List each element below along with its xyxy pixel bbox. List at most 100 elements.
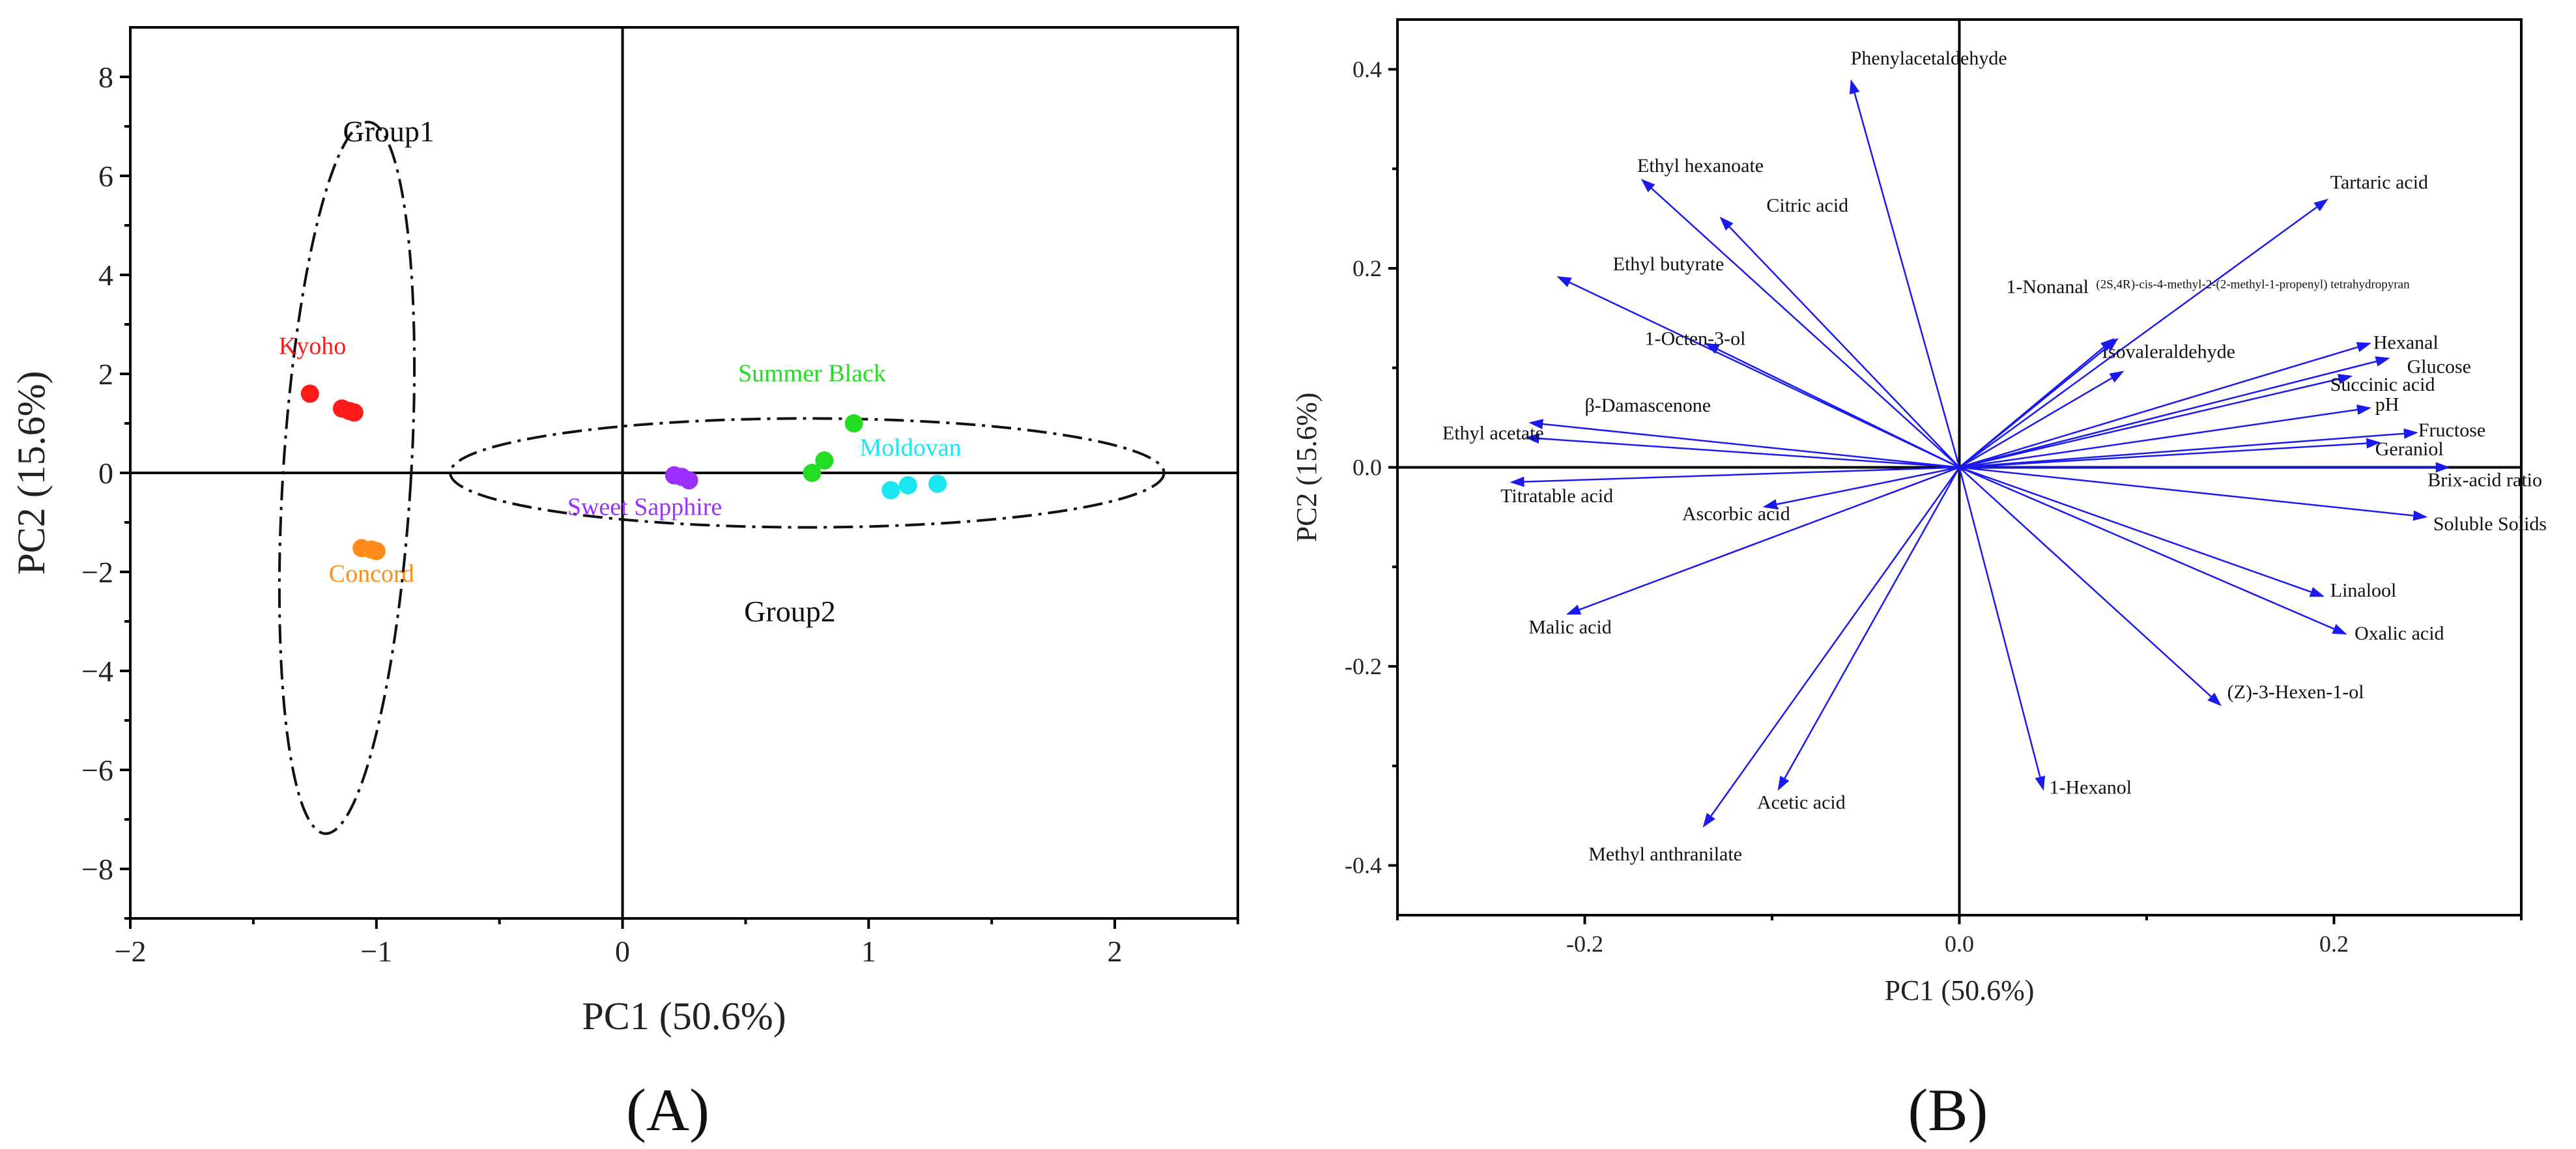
panel-label-a: (A) — [626, 1077, 709, 1143]
loading-19-label: Fructose — [2418, 419, 2485, 441]
loading-10-arrow-head — [1702, 812, 1715, 828]
loading-11-arrow — [1784, 466, 1960, 779]
loading-12-arrow-head — [2035, 775, 2046, 791]
loading-9-arrow-head — [1566, 604, 1582, 615]
loading-2-arrow-head — [1719, 216, 1734, 231]
x-tick-label-a: −1 — [360, 935, 392, 968]
loading-18-arrow — [1959, 442, 2367, 468]
loading-4-label: 1-Octen-3-ol — [1645, 328, 1746, 350]
loading-3-label: Ethyl butyrate — [1613, 253, 1724, 275]
loading-13-arrow — [1958, 466, 2212, 698]
loading-7-arrow-head — [1510, 476, 1524, 487]
x-axis-title-b: PC1 (50.6%) — [1885, 974, 2035, 1006]
loading-18-arrow-head — [2366, 438, 2381, 449]
loading-12-label: 1-Hexanol — [2050, 777, 2132, 799]
loading-23-label: Hexanal — [2373, 332, 2439, 354]
y-tick-label-a: 6 — [98, 160, 113, 193]
point-kyoho — [300, 384, 319, 403]
y-tick-label-b: -0.4 — [1345, 853, 1382, 879]
loading-22-arrow — [1959, 360, 2377, 468]
loading-19-arrow — [1959, 433, 2405, 468]
loading-1-label: Ethyl hexanoate — [1637, 155, 1764, 177]
cultivar-label-concord: Concord — [329, 560, 414, 588]
loading-11-arrow-head — [1777, 775, 1790, 791]
cultivar-label-moldovan: Moldovan — [859, 434, 961, 461]
x-tick-label-b: 0.2 — [2319, 931, 2349, 957]
x-tick-label-a: 1 — [861, 935, 876, 968]
loading-0-arrow — [1853, 92, 1960, 468]
x-axis-title-a: PC1 (50.6%) — [582, 995, 786, 1038]
cultivar-label-summer-black: Summer Black — [738, 360, 886, 387]
loading-16-arrow-head — [2412, 510, 2428, 521]
loading-21-label: Succinic acid — [2330, 374, 2435, 395]
loading-4-arrow-head — [1704, 343, 1720, 354]
point-summer-black — [815, 451, 834, 470]
y-tick-label-b: 0.0 — [1352, 455, 1382, 481]
loading-1-arrow-head — [1640, 178, 1655, 193]
y-tick-label-a: 0 — [98, 457, 113, 490]
loading-7-label: Titratable acid — [1500, 485, 1613, 507]
panel-label-b: (B) — [1908, 1077, 1988, 1143]
loading-17-arrow-head — [2435, 462, 2450, 473]
y-tick-label-a: −8 — [81, 853, 113, 886]
loading-21-arrow — [1959, 378, 2340, 468]
loading-0-arrow-head — [1849, 79, 1860, 95]
loading-24-arrow-head — [2313, 199, 2328, 212]
point-summer-black — [803, 464, 822, 482]
loading-18-label: Geraniol — [2375, 438, 2444, 460]
point-concord — [367, 542, 386, 561]
loading-8-arrow-head — [1762, 499, 1778, 510]
point-moldovan — [928, 474, 947, 493]
loading-25-arrow-head — [2109, 371, 2125, 383]
loading-23-arrow-head — [2356, 342, 2371, 352]
loading-7-arrow — [1524, 466, 1960, 483]
loading-14-arrow — [1959, 466, 2334, 630]
point-summer-black — [844, 414, 863, 433]
group-label-1: Group1 — [343, 115, 435, 148]
loading-26-arrow-head — [2104, 337, 2119, 351]
y-tick-label-a: −6 — [81, 754, 113, 787]
loading-4-arrow — [1717, 348, 1960, 468]
loading-11-label: Acetic acid — [1757, 792, 1846, 814]
loading-0-label: Phenylacetaldehyde — [1851, 48, 2007, 69]
loading-21-arrow-head — [2338, 374, 2353, 384]
loading-14-label: Oxalic acid — [2354, 623, 2444, 644]
loading-16-arrow — [1959, 466, 2414, 517]
loading-23-arrow — [1959, 346, 2358, 468]
loading-9-label: Malic acid — [1528, 617, 1611, 638]
group-label-2: Group2 — [744, 595, 836, 628]
loading-12-arrow — [1958, 467, 2041, 778]
y-tick-label-a: −4 — [81, 655, 113, 688]
x-tick-label-b: 0.0 — [1945, 931, 1974, 957]
loading-6-arrow-head — [1524, 433, 1539, 444]
loading-27-arrow — [1958, 347, 2105, 468]
loading-22-label: Glucose — [2407, 356, 2471, 377]
group-ellipse-2 — [449, 417, 1166, 529]
loading-5-label: β-Damascenone — [1585, 395, 1711, 416]
loading-3-arrow-head — [1556, 276, 1572, 287]
loading-24-label: Tartaric acid — [2330, 172, 2428, 193]
loading-6-arrow — [1539, 437, 1960, 468]
panel-b-biplot: -0.2 0.0 0.2 -0.4 -0.2 0.0 0.2 0.4 PC1 (50.6%) PC… — [1291, 18, 2547, 1006]
loading-6-label: Ethyl acetate — [1442, 423, 1544, 444]
panel-a-scatter: −2 −1 0 1 2 −8 −6 −4 −2 0 2 4 6 8 PC1 (50.6%) PC2 (15.6… — [10, 26, 1239, 1038]
loading-2-label: Citric acid — [1766, 195, 1848, 216]
loading-5-arrow-head — [1528, 419, 1543, 429]
y-axis-title-b: PC2 (15.6%) — [1291, 393, 1323, 543]
loading-20-label: pH — [2375, 393, 2399, 415]
point-sweet-sapphire — [680, 471, 698, 490]
y-tick-label-a: −2 — [81, 556, 113, 589]
loading-2-arrow — [1728, 226, 1960, 468]
loading-24-arrow — [1958, 206, 2317, 468]
loading-8-arrow — [1776, 466, 1960, 505]
loading-15-arrow-head — [2309, 587, 2325, 597]
loading-1-arrow — [1651, 188, 1960, 468]
loading-27-arrow-head — [2100, 337, 2115, 352]
y-tick-label-a: 2 — [98, 358, 113, 391]
loading-16-label: Soluble Solids — [2433, 513, 2547, 535]
loading-20-arrow-head — [2356, 404, 2371, 415]
loading-25-arrow — [1958, 377, 2113, 468]
loading-15-arrow — [1959, 466, 2311, 593]
loading-10-label: Methyl anthranilate — [1588, 844, 1742, 865]
